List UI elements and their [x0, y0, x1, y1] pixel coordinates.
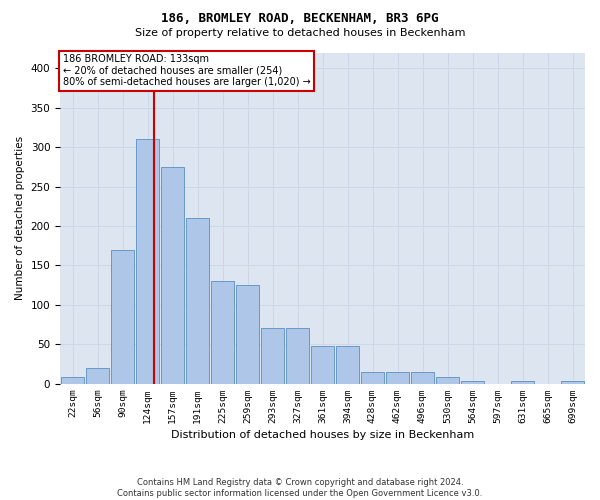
Bar — [236, 285, 259, 384]
Bar — [511, 382, 534, 384]
Bar — [111, 250, 134, 384]
Text: 186, BROMLEY ROAD, BECKENHAM, BR3 6PG: 186, BROMLEY ROAD, BECKENHAM, BR3 6PG — [161, 12, 439, 26]
Bar — [136, 139, 159, 384]
X-axis label: Distribution of detached houses by size in Beckenham: Distribution of detached houses by size … — [171, 430, 474, 440]
Bar — [461, 382, 484, 384]
Bar — [186, 218, 209, 384]
Bar — [211, 281, 234, 384]
Text: Contains HM Land Registry data © Crown copyright and database right 2024.
Contai: Contains HM Land Registry data © Crown c… — [118, 478, 482, 498]
Bar — [61, 378, 84, 384]
Bar — [86, 368, 109, 384]
Y-axis label: Number of detached properties: Number of detached properties — [15, 136, 25, 300]
Bar — [161, 167, 184, 384]
Text: Size of property relative to detached houses in Beckenham: Size of property relative to detached ho… — [135, 28, 465, 38]
Bar — [286, 328, 309, 384]
Bar — [311, 346, 334, 384]
Bar — [386, 372, 409, 384]
Bar — [411, 372, 434, 384]
Bar — [336, 346, 359, 384]
Text: 186 BROMLEY ROAD: 133sqm
← 20% of detached houses are smaller (254)
80% of semi-: 186 BROMLEY ROAD: 133sqm ← 20% of detach… — [62, 54, 310, 88]
Bar — [561, 382, 584, 384]
Bar — [261, 328, 284, 384]
Bar — [361, 372, 384, 384]
Bar — [436, 378, 459, 384]
